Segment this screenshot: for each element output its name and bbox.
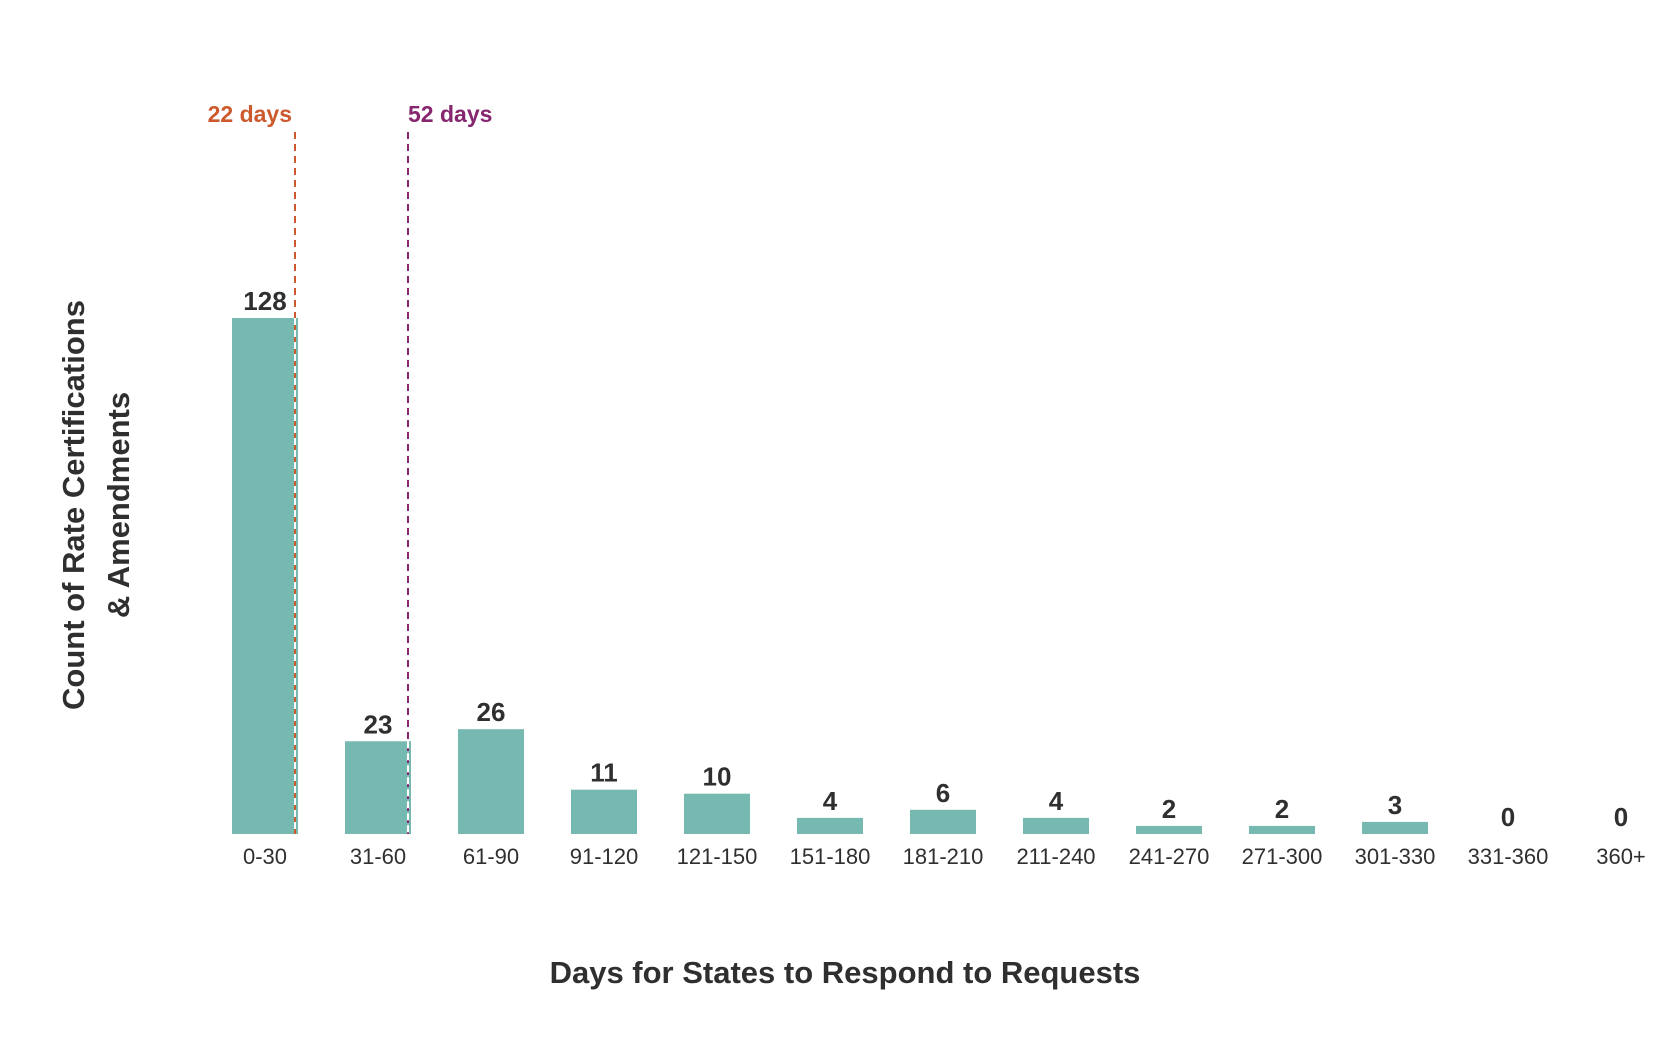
value-label-301-330: 3 <box>1388 790 1402 820</box>
x-tick-label-181-210: 181-210 <box>903 844 984 869</box>
value-label-360+: 0 <box>1614 802 1628 832</box>
x-tick-label-301-330: 301-330 <box>1355 844 1436 869</box>
value-label-271-300: 2 <box>1275 794 1289 824</box>
bar-151-180 <box>797 817 863 834</box>
y-axis-title-line-2: & Amendments <box>101 392 136 618</box>
x-tick-label-331-360: 331-360 <box>1468 844 1549 869</box>
bar-241-270 <box>1136 825 1202 834</box>
y-axis-title: Count of Rate Certifications & Amendment… <box>56 300 136 710</box>
x-tick-label-151-180: 151-180 <box>790 844 871 869</box>
value-label-91-120: 11 <box>590 758 618 788</box>
x-tick-label-0-30: 0-30 <box>243 844 287 869</box>
bar-301-330 <box>1362 821 1428 834</box>
bar-31-60 <box>345 741 411 834</box>
x-tick-label-211-240: 211-240 <box>1016 844 1095 869</box>
value-label-121-150: 10 <box>703 762 732 792</box>
bars-layer <box>232 318 1428 834</box>
bar-121-150 <box>684 793 750 834</box>
x-tick-label-61-90: 61-90 <box>463 844 519 869</box>
bar-91-120 <box>571 789 637 834</box>
x-tick-label-360+: 360+ <box>1596 844 1646 869</box>
reference-label-22-days: 22 days <box>208 101 292 127</box>
x-tick-label-121-150: 121-150 <box>677 844 758 869</box>
value-label-61-90: 26 <box>477 697 506 727</box>
value-label-31-60: 23 <box>364 709 393 739</box>
bar-271-300 <box>1249 825 1315 834</box>
value-label-181-210: 6 <box>936 778 950 808</box>
x-axis-title: Days for States to Respond to Requests <box>550 955 1141 990</box>
value-label-151-180: 4 <box>823 786 838 816</box>
value-label-211-240: 4 <box>1049 786 1064 816</box>
bar-0-30 <box>232 318 298 834</box>
bar-211-240 <box>1023 817 1089 834</box>
x-tick-label-271-300: 271-300 <box>1242 844 1323 869</box>
bar-61-90 <box>458 729 524 834</box>
x-tick-labels: 0-30 31-60 61-90 91-120 121-150 151-180 181-21… <box>243 844 1646 869</box>
x-tick-label-31-60: 31-60 <box>350 844 406 869</box>
value-label-0-30: 128 <box>243 286 286 316</box>
reference-label-52-days: 52 days <box>408 101 492 127</box>
reference-lines-layer: 22 days 52 days <box>208 101 492 834</box>
x-tick-label-91-120: 91-120 <box>570 844 639 869</box>
value-label-241-270: 2 <box>1162 794 1176 824</box>
y-axis-title-line-1: Count of Rate Certifications <box>56 300 91 710</box>
value-label-331-360: 0 <box>1501 802 1515 832</box>
bar-181-210 <box>910 809 976 834</box>
x-tick-label-241-270: 241-270 <box>1129 844 1210 869</box>
